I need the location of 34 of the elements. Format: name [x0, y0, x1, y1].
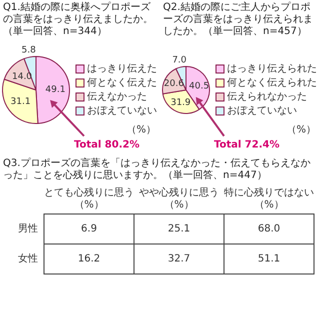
data-label: 68.0 [258, 224, 280, 235]
data-label: 49.1 [45, 84, 66, 95]
legend-label: おぼえていない [87, 106, 157, 117]
legend-label: 何となく伝えた [87, 78, 157, 89]
data-label: 40.5 [189, 81, 210, 92]
x-tick-label: 特に心残りではない（%） [224, 186, 314, 211]
legend-label: はっきり伝えられた [227, 64, 317, 75]
chart-title: Q3.プロポーズの言葉を「はっきり伝えなかった・伝えてもらえなかった」ことを心残りに思いますか。（単一回答、n=447） [2, 158, 312, 182]
text: （%） [126, 124, 156, 136]
data-label: 51.1 [258, 254, 280, 265]
data-label: 6.9 [81, 224, 97, 235]
y-tick-label: 男性 [18, 222, 38, 235]
legend-label: はっきり伝えた [87, 64, 157, 75]
x-tick-label: やや心残りに思う（%） [139, 186, 219, 211]
chart-title: Q2.結婚の際にご主人からプロポーズの言葉をはっきり伝えられましたか。（単一回答、n=457） [162, 2, 314, 38]
y-tick-label: 女性 [18, 252, 38, 265]
text: Total 72.4% [214, 140, 280, 151]
data-label: 7.0 [172, 56, 187, 66]
data-label: 32.7 [168, 254, 190, 265]
text: Total 80.2% [74, 140, 140, 151]
legend-label: おぼえていない [227, 106, 297, 117]
data-label: 5.8 [21, 46, 36, 56]
data-label: 25.1 [168, 224, 190, 235]
legend-label: 伝えられなかった [227, 92, 307, 103]
legend-label: 伝えなかった [87, 92, 147, 103]
chart-title: Q1.結婚の際に奥様へプロポーズの言葉をはっきり伝えましたか。（単一回答、n=344） [2, 2, 154, 38]
text: （%） [286, 124, 316, 136]
x-tick-label: とても心残りに思う（%） [44, 186, 134, 211]
data-label: 31.9 [170, 98, 191, 108]
data-label: 31.1 [10, 97, 31, 108]
legend-label: 何となく伝えられた [227, 78, 317, 89]
data-label: 20.6 [164, 79, 184, 90]
data-label: 16.2 [78, 254, 100, 265]
data-label: 14.0 [12, 72, 32, 82]
